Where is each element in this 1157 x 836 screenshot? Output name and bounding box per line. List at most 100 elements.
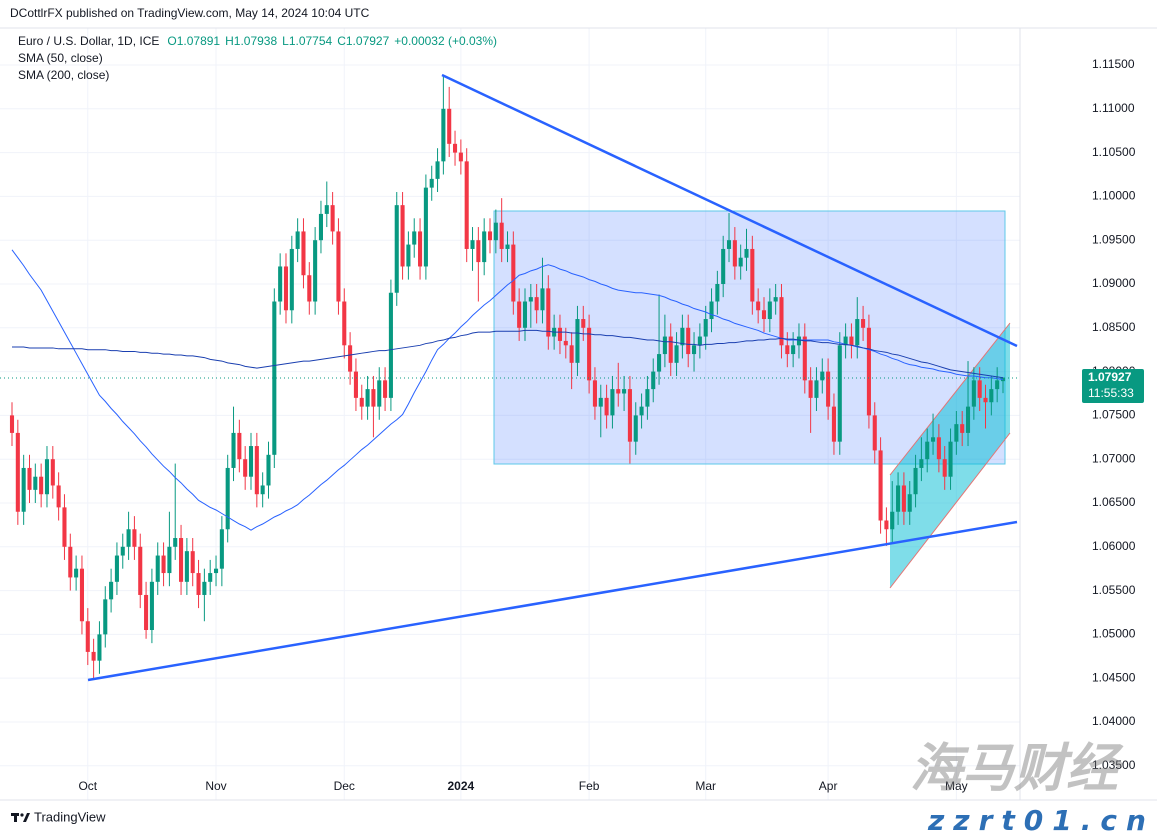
y-tick-label: 1.05000 bbox=[1092, 627, 1136, 641]
candle-body bbox=[936, 437, 941, 460]
y-tick-label: 1.11500 bbox=[1092, 57, 1135, 71]
candle-body bbox=[56, 485, 61, 508]
candle-body bbox=[283, 266, 289, 311]
candle-body bbox=[418, 231, 423, 267]
candle-body bbox=[423, 187, 428, 267]
candle-body bbox=[948, 441, 953, 477]
y-tick-label: 1.06500 bbox=[1092, 495, 1136, 509]
axes: 1.03500 1.04000 1.04500 1.05000 1.05500 1.060… bbox=[78, 57, 1135, 793]
candle-body bbox=[33, 476, 38, 490]
candle-body bbox=[872, 415, 877, 451]
candle-body bbox=[79, 568, 84, 622]
legend-entry[interactable]: SMA (50, close) bbox=[18, 51, 103, 65]
candle-body bbox=[348, 345, 353, 372]
candle-body bbox=[837, 345, 842, 442]
candle-body bbox=[295, 231, 300, 249]
y-tick-label: 1.10000 bbox=[1092, 189, 1136, 203]
logo-shape bbox=[14, 813, 17, 822]
candle-body bbox=[703, 319, 708, 337]
indicators bbox=[0, 249, 1020, 531]
candle-body bbox=[383, 380, 388, 398]
candle-body bbox=[74, 568, 79, 578]
candle-body bbox=[569, 345, 574, 363]
candle-body bbox=[155, 555, 160, 582]
candle-body bbox=[633, 415, 638, 442]
candle-body bbox=[791, 345, 796, 355]
candle-body bbox=[260, 485, 265, 495]
ohlc-change: +0.00032 (+0.03%) bbox=[394, 34, 497, 48]
candle-body bbox=[604, 397, 609, 416]
candle-body bbox=[289, 248, 294, 311]
y-tick-label: 1.04000 bbox=[1092, 714, 1136, 728]
candle-body bbox=[995, 380, 1000, 390]
sma-line bbox=[12, 329, 1004, 379]
x-tick-label: Apr bbox=[819, 779, 838, 793]
candle-body bbox=[196, 573, 201, 595]
candle-body bbox=[132, 529, 137, 547]
trendline bbox=[441, 73, 1018, 348]
y-tick-label: 1.05500 bbox=[1092, 583, 1136, 597]
candle-body bbox=[861, 319, 866, 328]
candle-body bbox=[85, 621, 90, 652]
candle-body bbox=[487, 231, 493, 241]
candle-body bbox=[773, 297, 778, 302]
candle-body bbox=[179, 538, 184, 582]
candle-body bbox=[1000, 377, 1006, 382]
candle-body bbox=[820, 371, 825, 381]
candle-body bbox=[726, 240, 732, 249]
candle-body bbox=[715, 283, 720, 302]
candle-body bbox=[692, 345, 697, 355]
candle-body bbox=[452, 143, 458, 153]
candle-body bbox=[971, 380, 976, 407]
candle-body bbox=[546, 288, 551, 337]
candle-body bbox=[243, 459, 248, 477]
price-box bbox=[1082, 368, 1144, 403]
candle-body bbox=[219, 529, 224, 569]
y-tick-label: 1.07500 bbox=[1092, 408, 1136, 422]
candle-body bbox=[779, 297, 784, 346]
candle-body bbox=[639, 406, 644, 416]
candle-body bbox=[668, 336, 673, 363]
candle-body bbox=[697, 336, 702, 346]
candle-body bbox=[353, 371, 358, 398]
candle-body bbox=[592, 380, 597, 407]
x-tick-label: May bbox=[945, 779, 968, 793]
candle-body bbox=[645, 389, 650, 407]
candle-body bbox=[237, 432, 242, 460]
candle-body bbox=[342, 301, 347, 346]
candle-body bbox=[738, 257, 743, 267]
candle-body bbox=[318, 213, 323, 241]
candle-body bbox=[400, 205, 405, 267]
candle-body bbox=[184, 551, 189, 582]
y-tick-label: 1.10500 bbox=[1092, 145, 1136, 159]
y-tick-label: 1.06000 bbox=[1092, 539, 1136, 553]
y-tick-label: 1.07000 bbox=[1092, 451, 1136, 465]
candle-body bbox=[493, 222, 498, 241]
candle-body bbox=[680, 327, 685, 346]
candle-body bbox=[330, 205, 335, 232]
candle-body bbox=[213, 568, 219, 574]
candle-body bbox=[913, 467, 918, 495]
candle-body bbox=[674, 345, 679, 363]
ohlc-close: C1.07927 bbox=[337, 34, 389, 48]
ohlc-high: H1.07938 bbox=[225, 34, 277, 48]
candle-body bbox=[598, 397, 603, 407]
candle-body bbox=[767, 301, 772, 320]
candle-body bbox=[919, 459, 924, 468]
candle-body bbox=[173, 538, 178, 547]
candle-body bbox=[761, 310, 767, 320]
candle-body bbox=[406, 244, 411, 267]
candle-body bbox=[610, 389, 615, 416]
candle-body bbox=[866, 327, 871, 416]
candle-body bbox=[307, 275, 312, 302]
candle-body bbox=[732, 240, 737, 267]
candle-body bbox=[942, 459, 947, 477]
candle-body bbox=[534, 297, 539, 311]
y-tick-label: 1.08500 bbox=[1092, 320, 1136, 334]
candle-body bbox=[336, 231, 341, 302]
legend-entry[interactable]: SMA (200, close) bbox=[18, 68, 109, 82]
candle-body bbox=[989, 389, 994, 403]
logo bbox=[11, 813, 30, 822]
